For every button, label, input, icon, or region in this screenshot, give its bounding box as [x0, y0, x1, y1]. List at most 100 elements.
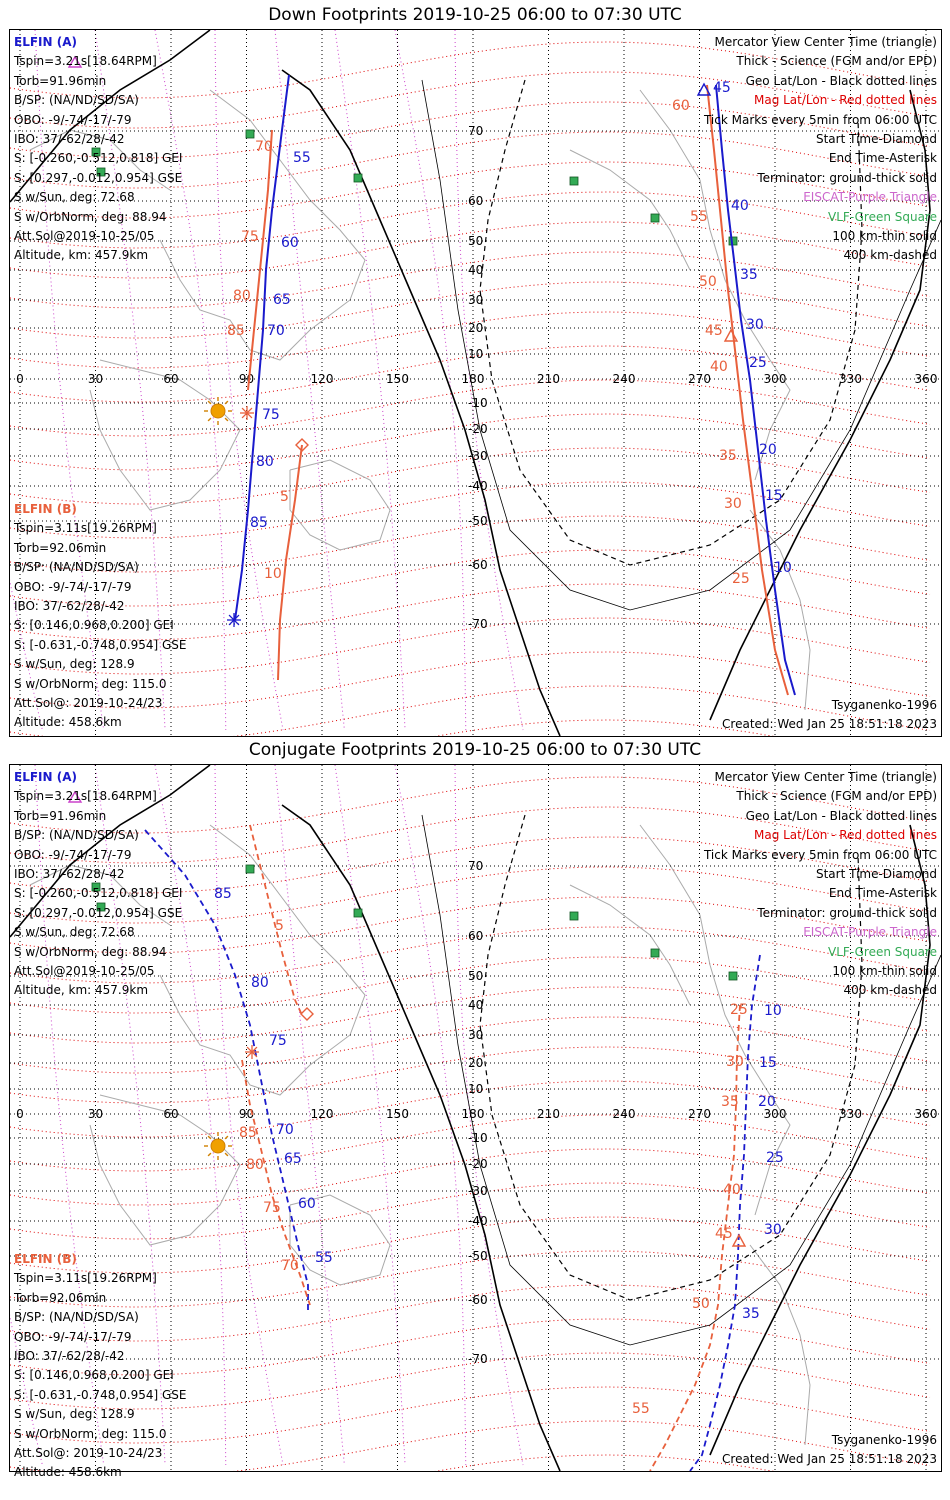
latitude-tick-label: 60: [468, 929, 483, 943]
elfin-a-tick-label: 45: [713, 80, 731, 96]
vlf-station-marker: [353, 173, 363, 183]
mag-latitude-line: [10, 1318, 931, 1376]
satellite-parameter: Tspin=3.11s[19.26RPM]: [14, 521, 157, 536]
elfin-b-tick-label: 50: [692, 1296, 710, 1312]
latitude-tick-label: 20: [468, 321, 483, 335]
longitude-tick-label: 90: [239, 1107, 254, 1121]
satellite-parameter: Tspin=3.11s[19.26RPM]: [14, 1271, 157, 1286]
mag-latitude-line: [10, 311, 931, 369]
legend-item: VLF-Green Square: [828, 209, 937, 224]
elfin-a-tick-label: 80: [251, 975, 269, 991]
elfin-b-track: [249, 824, 303, 1016]
latitude-tick-label: 70: [468, 859, 483, 873]
elfin-a-tick-label: 35: [742, 1306, 760, 1322]
mag-latitude-line: [10, 1284, 931, 1342]
satellite-parameter: Att.Sol@2019-10-25/05: [14, 229, 155, 244]
elfin-b-tick-label: 60: [672, 98, 690, 114]
satellite-parameter: S w/OrbNorm, deg: 115.0: [14, 1426, 167, 1441]
mag-latitude-line: [10, 986, 931, 1044]
elfin-a-tick-label: 60: [298, 1196, 316, 1212]
elfin-b-tick-label: 55: [690, 209, 708, 225]
mag-longitude-line: [334, 765, 406, 1466]
created-label: Created: Wed Jan 25 18:51:18 2023: [722, 1452, 937, 1467]
asterisk-stroke: [241, 407, 253, 419]
latitude-tick-label: -60: [468, 558, 488, 572]
sun-ray: [224, 400, 229, 405]
mag-latitude-line: [10, 1420, 931, 1471]
elfin-b-tick-label: 55: [632, 1401, 650, 1417]
satellite-name: ELFIN (B): [14, 1252, 77, 1266]
satellite-parameter: Att.Sol@: 2019-10-24/23: [14, 696, 163, 711]
mag-longitude-line: [154, 30, 227, 731]
legend-item: Geo Lat/Lon - Black dotted lines: [745, 73, 937, 88]
mag-longitude-line: [94, 30, 166, 731]
coastline: [289, 1194, 391, 1286]
latitude-tick-label: -50: [468, 514, 488, 528]
elfin-b-track: [706, 84, 789, 696]
satellite-parameter: Altitude, km: 457.9km: [14, 983, 149, 998]
vlf-station-marker: [96, 167, 106, 177]
mag-latitude-line: [434, 719, 775, 736]
coastline: [569, 149, 691, 271]
elfin-b-tick-label: 30: [724, 496, 742, 512]
vlf-station-marker: [650, 948, 660, 958]
elfin-a-info-down: ELFIN (A) Tspin=3.21s[18.64RPM] Torb=91.96…: [14, 33, 182, 266]
elfin-b-center-triangle: [723, 328, 739, 342]
latitude-tick-label: 40: [468, 998, 483, 1012]
end-asterisk: [245, 1045, 259, 1059]
coastline: [89, 1094, 241, 1246]
mag-latitude-line: [10, 1352, 931, 1410]
vlf-station-marker: [245, 864, 255, 874]
satellite-parameter: IBO: 37/-62/28/-42: [14, 599, 125, 614]
satellite-parameter: S: [-0.260,-0.512,0.818] GEI: [14, 151, 183, 166]
mag-latitude-line: [10, 926, 931, 984]
legend-item: Terminator: ground-thick solid: [757, 170, 937, 185]
elfin-b-tick-label: 70: [281, 1258, 299, 1274]
satellite-parameter: OBO: -9/-74/-17/-79: [14, 1329, 132, 1344]
satellite-parameter: S w/OrbNorm, deg: 88.94: [14, 944, 167, 959]
latitude-tick-label: -20: [468, 1157, 488, 1171]
satellite-parameter: S w/Sun, deg: 72.68: [14, 190, 135, 205]
coastline: [29, 864, 171, 926]
mag-latitude-line: [10, 836, 931, 894]
terminator-line: [10, 30, 211, 203]
legend-item: Start Time-Diamond: [815, 132, 937, 147]
elfin-b-tick-label: 75: [241, 229, 259, 245]
latitude-tick-label: 30: [468, 1028, 483, 1042]
satellite-parameter: B/SP: (NA/ND/SD/SA): [14, 93, 139, 108]
terminator-line: [281, 69, 561, 736]
elfin-b-tick-label: 70: [255, 139, 273, 155]
legend-item: Thick - Science (FGM and/or EPD): [736, 54, 937, 69]
mag-latitude-line: [434, 1454, 775, 1471]
satellite-parameter: S: [-0.260,-0.512,0.818] GEI: [14, 886, 183, 901]
elfin-b-center-triangle: [731, 1233, 747, 1247]
eiscat-triangle: [67, 790, 83, 803]
100km-line: [421, 79, 941, 611]
legend-item: Geo Lat/Lon - Black dotted lines: [745, 808, 937, 823]
legend-item: EISCAT-Purple Triangle: [803, 925, 937, 940]
longitude-tick-label: 0: [16, 372, 24, 386]
mag-longitude-line: [394, 765, 467, 1466]
elfin-b-track: [649, 1004, 741, 1471]
start-diamond: [300, 1007, 314, 1021]
elfin-a-tick-label: 70: [276, 1122, 294, 1138]
sun-icon: [204, 1132, 232, 1160]
elfin-a-tick-label: 10: [764, 1003, 782, 1019]
longitude-tick-label: 30: [88, 372, 103, 386]
latitude-tick-label: -20: [468, 422, 488, 436]
sun-ray: [224, 417, 229, 422]
legend-item: Terminator: ground-thick solid: [757, 905, 937, 920]
latitude-tick-label: 50: [468, 969, 483, 983]
elfin-a-tick-label: 85: [250, 515, 268, 531]
legend-item: Thick - Science (FGM and/or EPD): [736, 789, 937, 804]
coastline: [749, 509, 811, 711]
mag-longitude-line: [34, 30, 105, 731]
coastline: [159, 89, 366, 361]
satellite-parameter: B/SP: (NA/ND/SD/SA): [14, 828, 139, 843]
elfin-a-tick-label: 10: [774, 560, 792, 576]
vlf-station-marker: [245, 129, 255, 139]
longitude-tick-label: 150: [386, 1107, 409, 1121]
mag-latitude-line: [10, 1046, 931, 1104]
satellite-parameter: B/SP: (NA/ND/SD/SA): [14, 1310, 139, 1325]
longitude-tick-label: 120: [311, 1107, 334, 1121]
